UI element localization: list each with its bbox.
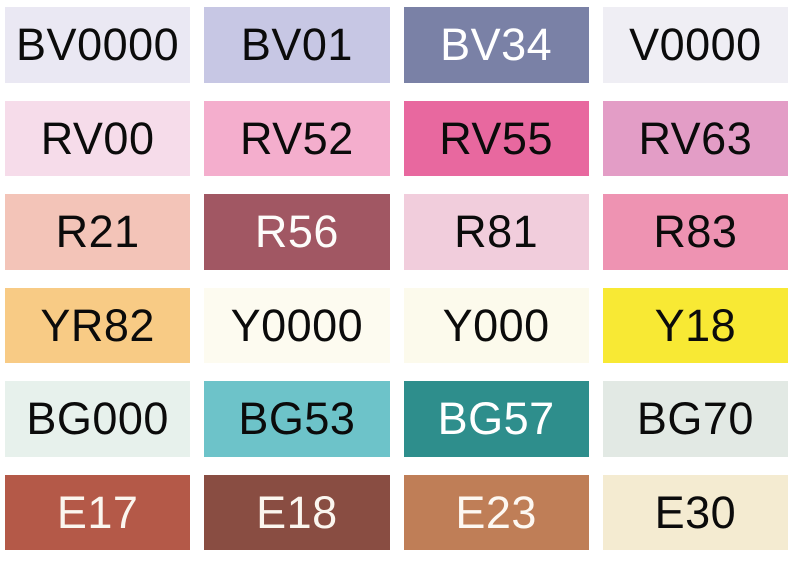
swatch-code-label: R83 [653, 206, 738, 258]
swatch-rv55: RV55 [403, 100, 589, 176]
swatch-code-label: R56 [254, 206, 339, 258]
swatch-e23: E23 [403, 474, 589, 550]
swatch-r21: R21 [5, 194, 191, 270]
swatch-rv63: RV63 [602, 100, 788, 176]
swatch-bv01: BV01 [204, 7, 390, 83]
swatch-code-label: Y000 [442, 299, 550, 351]
swatch-bg57: BG57 [403, 381, 589, 457]
swatch-r81: R81 [403, 194, 589, 270]
swatch-r83: R83 [602, 194, 788, 270]
swatch-code-label: Y0000 [230, 299, 364, 351]
swatch-code-label: BG70 [636, 393, 754, 445]
swatch-code-label: R81 [454, 206, 539, 258]
swatch-bg000: BG000 [5, 381, 191, 457]
swatch-code-label: BV34 [440, 19, 553, 71]
swatch-code-label: E23 [455, 486, 537, 538]
swatch-bg53: BG53 [204, 381, 390, 457]
swatch-e18: E18 [204, 474, 390, 550]
swatch-code-label: YR82 [40, 299, 155, 351]
swatch-r56: R56 [204, 194, 390, 270]
swatch-code-label: E30 [654, 486, 737, 538]
swatch-rv52: RV52 [204, 100, 390, 176]
swatch-code-label: R21 [55, 206, 140, 258]
swatch-code-label: V0000 [629, 19, 762, 71]
swatch-code-label: E18 [256, 486, 338, 538]
swatch-code-label: BG57 [437, 393, 555, 445]
swatch-code-label: RV00 [40, 112, 155, 164]
swatch-code-label: BG000 [26, 393, 169, 445]
swatch-bv0000: BV0000 [5, 7, 191, 83]
swatch-y000: Y000 [403, 287, 589, 363]
swatch-code-label: RV52 [239, 112, 354, 164]
swatch-yr82: YR82 [5, 287, 191, 363]
swatch-code-label: E17 [56, 486, 139, 538]
swatch-e30: E30 [602, 474, 788, 550]
swatch-code-label: RV55 [439, 112, 553, 164]
swatch-y18: Y18 [602, 287, 788, 363]
swatch-code-label: Y18 [654, 299, 737, 351]
swatch-rv00: RV00 [5, 100, 191, 176]
swatch-code-label: RV63 [638, 112, 753, 164]
swatch-bg70: BG70 [602, 381, 788, 457]
swatch-v0000: V0000 [602, 7, 788, 83]
swatch-e17: E17 [5, 474, 191, 550]
swatch-bv34: BV34 [403, 7, 589, 83]
swatch-y0000: Y0000 [204, 287, 390, 363]
swatch-code-label: BV0000 [16, 19, 180, 71]
swatch-code-label: BG53 [238, 393, 356, 445]
swatch-code-label: BV01 [240, 19, 353, 71]
